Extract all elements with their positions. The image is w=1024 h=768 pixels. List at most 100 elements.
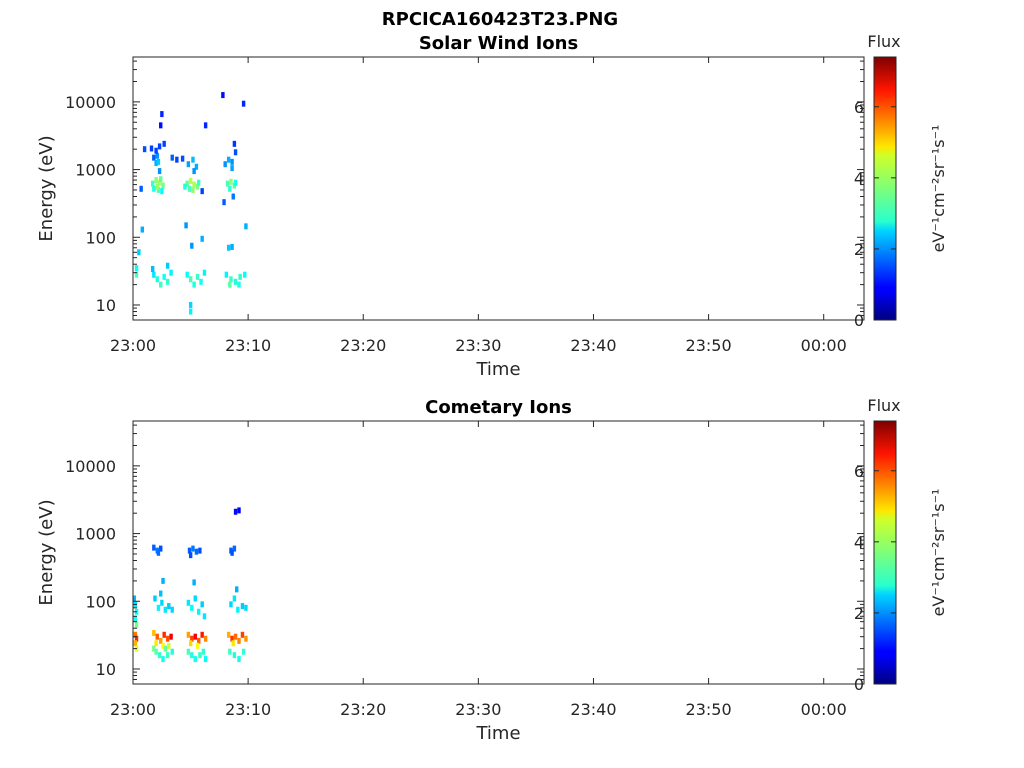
colorbar: Flux 0 2 4 6 eV⁻¹cm⁻²sr⁻¹s⁻¹ (854, 396, 948, 694)
heatmap-cell (244, 604, 248, 611)
heatmap-cell (197, 179, 201, 186)
heatmap-cell (203, 122, 208, 129)
colorbar-title: Flux (867, 396, 900, 415)
heatmap-cell (191, 156, 195, 163)
heatmap-cell (152, 630, 156, 636)
heatmap-cell (139, 185, 143, 192)
heatmap-cell (153, 595, 157, 602)
heatmap-cell (233, 278, 238, 285)
colorbar-tick-label: 6 (854, 98, 864, 117)
heatmap-cell (228, 281, 232, 288)
x-tick-label: 23:50 (686, 700, 732, 719)
colorbar-label: eV⁻¹cm⁻²sr⁻¹s⁻¹ (929, 489, 948, 617)
heatmap-cell (190, 635, 194, 642)
heatmap-cell (186, 161, 191, 168)
heatmap-cell (161, 656, 165, 663)
y-tick-label: 1000 (75, 161, 116, 180)
heatmap-cell (183, 183, 187, 190)
heatmap-cell (200, 235, 204, 242)
heatmap-cell (157, 652, 162, 659)
colorbar: Flux 0 2 4 6 eV⁻¹cm⁻²sr⁻¹s⁻¹ (854, 32, 948, 330)
heatmap-cell (161, 642, 165, 649)
heatmap-cell (133, 640, 138, 647)
heatmap-cell (170, 154, 174, 161)
colorbar-gradient (873, 420, 897, 685)
heatmap-cell (226, 631, 231, 638)
heatmap-cell (160, 188, 164, 195)
heatmap-cell (192, 579, 196, 586)
heatmap-cell (169, 633, 173, 640)
heatmap-cell (235, 586, 239, 593)
x-axis-label: Time (475, 359, 520, 380)
heatmap-cell (159, 122, 163, 129)
heatmap-cell (203, 635, 208, 642)
heatmap-cell (159, 637, 163, 644)
heatmap-cell (200, 601, 204, 608)
heatmap-cell (132, 595, 136, 602)
heatmap-cell (224, 271, 229, 278)
heatmap-cell (186, 648, 191, 655)
heatmap-cell (134, 265, 139, 272)
colorbar-tick-label: 2 (854, 240, 864, 259)
y-tick-label: 10000 (65, 93, 116, 112)
panel-title: Solar Wind Ions (419, 33, 578, 54)
heatmap-cell (165, 635, 170, 642)
heatmap-cell (240, 603, 245, 610)
heatmap-cell (192, 181, 196, 188)
heatmap-cell (203, 656, 208, 663)
heatmap-cell (157, 179, 162, 186)
heatmap-cell (244, 635, 248, 642)
heatmap-cell (167, 642, 171, 649)
heatmap-cell (193, 595, 197, 602)
heatmap-cell (161, 577, 165, 584)
heatmap-cell (240, 631, 245, 638)
colorbar-tick-label: 4 (854, 169, 864, 188)
heatmap-cell (154, 160, 158, 167)
heatmap-cell (184, 222, 188, 229)
heatmap-cell (194, 548, 199, 555)
plot-area (133, 421, 864, 684)
y-tick-label: 10 (96, 296, 116, 315)
heatmap-cell (190, 604, 194, 611)
x-tick-label: 23:30 (455, 336, 501, 355)
axes-frame (132, 420, 865, 685)
heatmap-cell (191, 186, 195, 193)
heatmap-cell (233, 508, 238, 515)
heatmap-cell (175, 156, 179, 163)
heatmap-cell (237, 281, 241, 288)
heatmap-cell (162, 273, 166, 280)
heatmap-cell (195, 183, 200, 190)
heatmap-cell (233, 149, 238, 156)
heatmap-cell (156, 549, 161, 556)
heatmap-cell (232, 595, 237, 602)
heatmap-cell (188, 552, 193, 559)
heatmap-cell (152, 185, 156, 192)
heatmap-cell (223, 161, 227, 168)
panel-2: Cometary Ions 23:00 23:10 23:20 23:30 23:40 23… (36, 396, 948, 744)
heatmap-cell (194, 163, 199, 170)
heatmap-cell (200, 188, 204, 195)
heatmap-cell (229, 276, 233, 283)
x-tick-label: 23:00 (110, 700, 156, 719)
heatmap-cell (180, 155, 185, 162)
heatmap-cell (192, 281, 196, 288)
heatmap-cell (230, 243, 234, 250)
heatmap-cell (232, 652, 237, 659)
heatmap-cell (190, 242, 194, 249)
colorbar-tick-label: 0 (854, 675, 864, 694)
heatmap-cell (187, 547, 192, 554)
heatmap-cell (159, 590, 163, 597)
x-tick-label: 23:10 (225, 336, 271, 355)
axes-frame (132, 56, 865, 321)
heatmap-cell (188, 177, 193, 184)
heatmap-cell (150, 180, 155, 187)
heatmap-cell (185, 180, 189, 187)
heatmap-cell (156, 158, 161, 165)
heatmap-cell (159, 281, 163, 288)
heatmap-cell (140, 226, 145, 233)
heatmap-cell (195, 642, 200, 649)
heatmap-cell (137, 249, 141, 256)
colorbar-tick-label: 4 (854, 533, 864, 552)
heatmap-cell (155, 276, 159, 283)
heatmap-cell (230, 165, 234, 172)
